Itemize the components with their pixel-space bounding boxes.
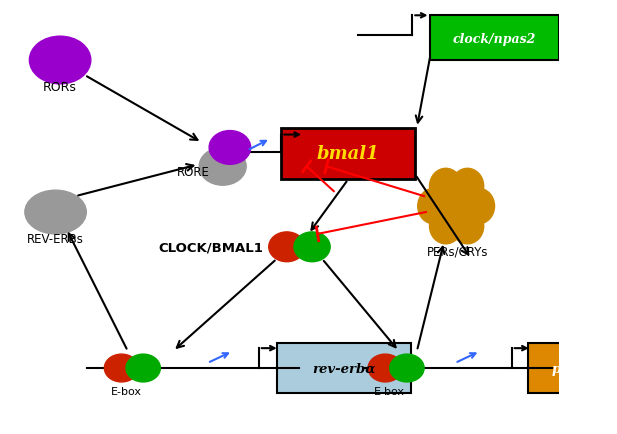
- Ellipse shape: [30, 37, 91, 85]
- Circle shape: [441, 189, 473, 224]
- Text: E-box: E-box: [375, 386, 405, 396]
- Ellipse shape: [104, 354, 139, 382]
- Text: REV-ERBs: REV-ERBs: [27, 233, 84, 246]
- Bar: [277, 343, 410, 393]
- Text: clock/npas2: clock/npas2: [453, 33, 536, 46]
- Circle shape: [462, 189, 495, 224]
- Ellipse shape: [199, 148, 246, 186]
- Text: pers/crys: pers/crys: [552, 362, 617, 375]
- Text: CLOCK/BMAL1: CLOCK/BMAL1: [159, 241, 263, 254]
- Text: PERs/CRYs: PERs/CRYs: [427, 245, 488, 258]
- Bar: [528, 343, 617, 393]
- Text: RORE: RORE: [177, 165, 210, 178]
- Bar: [431, 16, 558, 61]
- Ellipse shape: [368, 354, 402, 382]
- Text: bmal1: bmal1: [317, 145, 379, 163]
- Ellipse shape: [269, 232, 305, 262]
- Bar: [281, 128, 415, 180]
- Text: rev-erbα: rev-erbα: [312, 362, 376, 375]
- Ellipse shape: [294, 232, 330, 262]
- Ellipse shape: [126, 354, 160, 382]
- Circle shape: [418, 189, 450, 224]
- Circle shape: [451, 209, 484, 244]
- Ellipse shape: [390, 354, 424, 382]
- Text: E-box: E-box: [110, 386, 141, 396]
- Circle shape: [451, 169, 484, 204]
- Circle shape: [429, 169, 462, 204]
- Circle shape: [429, 209, 462, 244]
- Ellipse shape: [25, 191, 86, 234]
- Text: RORs: RORs: [43, 81, 77, 94]
- Ellipse shape: [209, 131, 251, 165]
